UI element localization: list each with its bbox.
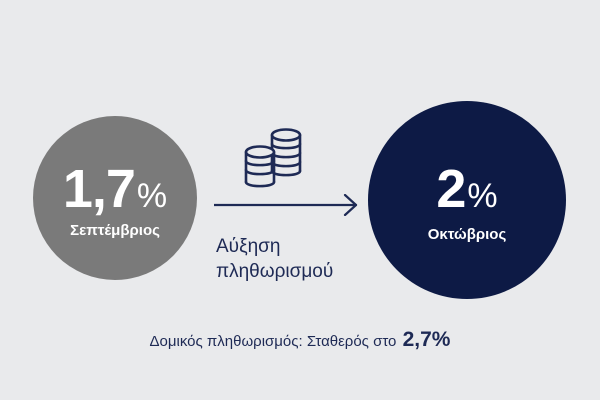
october-circle: 2 % Οκτώβριος xyxy=(368,101,566,299)
coins-stack-icon xyxy=(244,128,302,188)
increase-label: Αύξηση πληθωρισμού xyxy=(216,234,366,284)
october-value-unit: % xyxy=(467,176,498,215)
increase-label-line1: Αύξηση xyxy=(216,236,281,257)
september-value-number: 1,7 xyxy=(62,158,136,219)
september-value-unit: % xyxy=(136,176,168,215)
increase-label-line2: πληθωρισμού xyxy=(216,261,334,282)
september-circle: 1,7 % Σεπτέμβριος xyxy=(33,116,197,280)
core-inflation-value: 2,7% xyxy=(402,328,451,351)
september-value: 1,7 % xyxy=(63,162,167,216)
core-inflation-note: Δομικός πληθωρισμός: Σταθερός στο 2,7% xyxy=(0,328,600,352)
increase-arrow xyxy=(214,194,358,216)
core-inflation-text: Δομικός πληθωρισμός: Σταθερός στο xyxy=(149,333,397,350)
october-value-number: 2 xyxy=(436,158,466,219)
september-label: Σεπτέμβριος xyxy=(70,221,160,239)
october-label: Οκτώβριος xyxy=(427,225,507,243)
october-value: 2 % xyxy=(436,162,497,216)
